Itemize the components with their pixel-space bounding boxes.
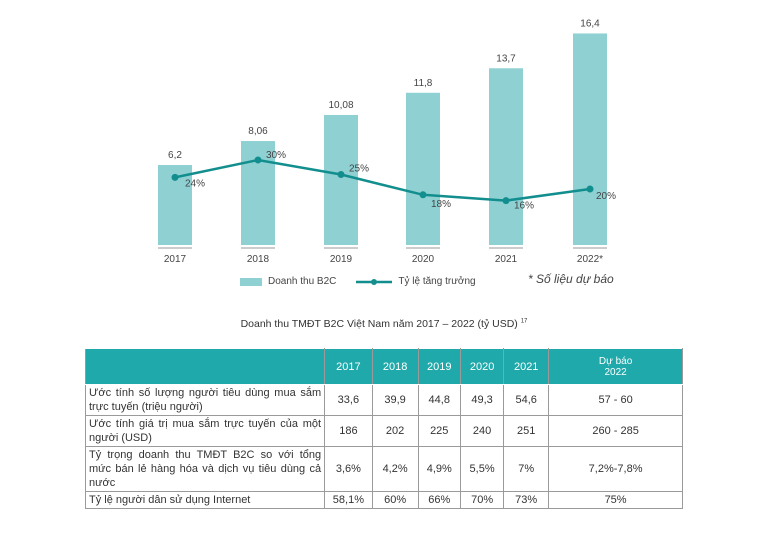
growth-point-2017 bbox=[171, 173, 179, 181]
cell-value: 66% bbox=[417, 491, 461, 509]
cell-value: 57 - 60 bbox=[548, 384, 683, 416]
growth-line bbox=[174, 158, 591, 202]
cell-value: 225 bbox=[417, 415, 461, 447]
legend-line-swatch bbox=[356, 278, 393, 285]
column-header: 2021 bbox=[503, 348, 550, 385]
growth-value-label: 16% bbox=[514, 201, 534, 212]
legend: Doanh thu B2C Tỷ lệ tăng trưởng bbox=[240, 276, 476, 287]
cell-value: 260 - 285 bbox=[548, 415, 683, 447]
column-header: 2020 bbox=[459, 348, 505, 385]
column-header: Dự báo 2022 bbox=[548, 348, 683, 385]
growth-value-label: 20% bbox=[596, 191, 616, 202]
growth-point-2021 bbox=[502, 197, 510, 205]
bar-2020 bbox=[406, 92, 440, 245]
x-tick-label: 2019 bbox=[330, 254, 353, 265]
bar-value-label: 8,06 bbox=[248, 126, 268, 137]
cell-value: 186 bbox=[324, 415, 373, 447]
growth-point-2018 bbox=[254, 156, 262, 164]
x-tick-label: 2020 bbox=[412, 254, 435, 265]
x-tick-label: 2018 bbox=[247, 254, 270, 265]
cell-value: 4,2% bbox=[371, 446, 419, 492]
bar-value-label: 13,7 bbox=[496, 53, 516, 64]
column-header: 2017 bbox=[324, 348, 373, 385]
combo-chart: 6,2 2017 8,06 2018 10,08 2019 11,8 2020 13,7 2021… bbox=[158, 18, 616, 265]
cell-value: 54,6 bbox=[503, 384, 550, 416]
cell-value: 75% bbox=[548, 491, 683, 509]
cell-value: 5,5% bbox=[459, 446, 505, 492]
growth-value-label: 18% bbox=[431, 199, 451, 210]
chart-title: Doanh thu TMĐT B2C Việt Nam năm 2017 – 2… bbox=[240, 318, 528, 330]
legend-bar-swatch bbox=[240, 277, 262, 286]
cell-value: 70% bbox=[459, 491, 505, 509]
growth-point-2022* bbox=[586, 185, 594, 193]
cell-value: 58,1% bbox=[324, 491, 373, 509]
cell-value: 240 bbox=[459, 415, 505, 447]
row-label: Ước tính giá trị mua sắm trực tuyến của … bbox=[84, 415, 326, 447]
forecast-note: * Số liệu dự báo bbox=[528, 272, 614, 286]
data-table: 2017 2018 2019 2020 2021 Dự báo 2022 Ước tính … bbox=[84, 348, 683, 509]
column-header: 2019 bbox=[417, 348, 461, 385]
table-row: Ước tính giá trị mua sắm trực tuyến của … bbox=[84, 415, 683, 447]
legend-line-label: Tỷ lệ tăng trưởng bbox=[398, 276, 476, 287]
growth-point-2020 bbox=[419, 191, 427, 199]
cell-value: 44,8 bbox=[417, 384, 461, 416]
table-row: Tỷ lệ người dân sử dụng Internet 58,1% 60%… bbox=[84, 491, 683, 509]
x-tick-label: 2022* bbox=[577, 254, 603, 265]
row-label: Tỷ trọng doanh thu TMĐT B2C so với tổng … bbox=[84, 446, 326, 492]
growth-value-label: 24% bbox=[185, 178, 205, 189]
cell-value: 33,6 bbox=[324, 384, 373, 416]
cell-value: 7% bbox=[503, 446, 550, 492]
table-row: Tỷ trọng doanh thu TMĐT B2C so với tổng … bbox=[84, 446, 683, 492]
bar-value-label: 10,08 bbox=[328, 100, 353, 111]
bar-2021 bbox=[489, 68, 523, 246]
column-header: 2018 bbox=[371, 348, 419, 385]
cell-value: 49,3 bbox=[459, 384, 505, 416]
bar-2019 bbox=[324, 114, 358, 245]
row-label: Tỷ lệ người dân sử dụng Internet bbox=[84, 491, 326, 509]
table-row: Ước tính số lượng người tiêu dùng mua sắ… bbox=[84, 384, 683, 416]
bar-value-label: 16,4 bbox=[580, 18, 600, 29]
growth-value-label: 30% bbox=[266, 150, 286, 161]
column-header bbox=[84, 348, 326, 385]
x-tick-label: 2021 bbox=[495, 254, 518, 265]
row-label: Ước tính số lượng người tiêu dùng mua sắ… bbox=[84, 384, 326, 416]
cell-value: 60% bbox=[371, 491, 419, 509]
legend-bar-label: Doanh thu B2C bbox=[268, 276, 337, 287]
cell-value: 73% bbox=[503, 491, 550, 509]
growth-point-2019 bbox=[337, 171, 345, 178]
growth-value-label: 25% bbox=[349, 164, 369, 175]
bar-value-label: 11,8 bbox=[414, 78, 433, 89]
cell-value: 202 bbox=[371, 415, 419, 447]
cell-value: 7,2%-7,8% bbox=[548, 446, 683, 492]
cell-value: 251 bbox=[503, 415, 550, 447]
cell-value: 39,9 bbox=[371, 384, 419, 416]
x-tick-label: 2017 bbox=[164, 254, 187, 265]
bar-value-label: 6,2 bbox=[168, 150, 182, 161]
bar-2022* bbox=[573, 33, 607, 245]
cell-value: 3,6% bbox=[324, 446, 373, 492]
cell-value: 4,9% bbox=[417, 446, 461, 492]
